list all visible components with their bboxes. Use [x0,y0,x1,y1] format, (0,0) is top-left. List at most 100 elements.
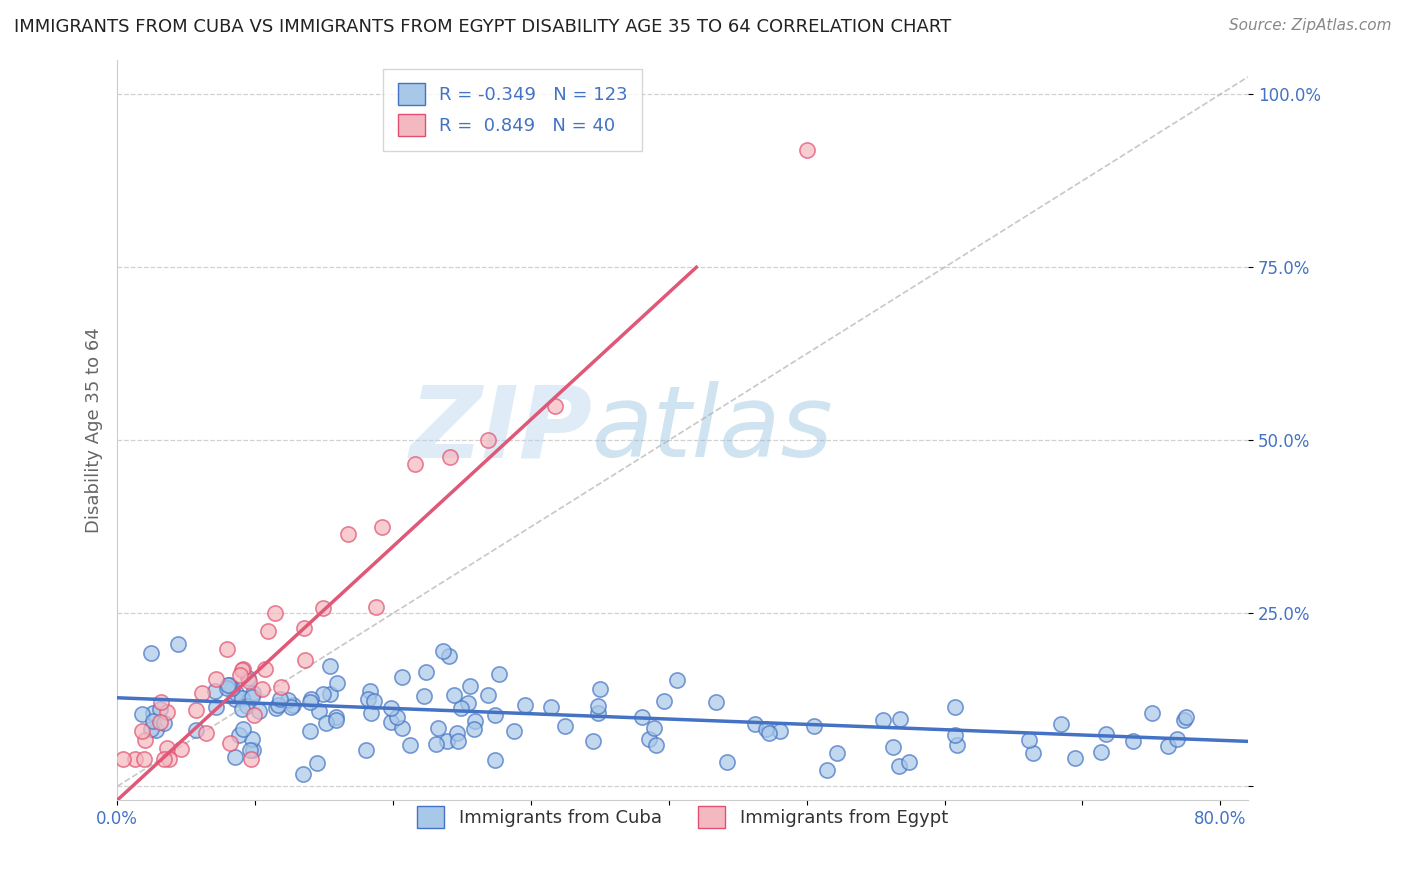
Point [156,705,179,719]
Point [432,644,454,658]
Point [238,673,260,688]
Point [236,671,259,685]
Point [264,701,287,715]
Point [280,699,302,714]
Point [315,716,337,731]
Point [240,752,263,766]
Point [215,681,238,695]
Point [242,686,264,700]
Point [252,681,274,696]
Text: atlas: atlas [592,382,834,478]
Point [170,742,193,756]
Point [450,701,472,715]
Point [484,752,506,766]
Point [219,736,242,750]
Point [145,723,167,737]
Point [312,601,335,615]
Point [366,599,388,614]
Point [716,755,738,769]
Point [229,667,252,681]
Text: Source: ZipAtlas.com: Source: ZipAtlas.com [1229,18,1392,33]
Point [225,685,247,699]
Point [152,752,174,766]
Point [267,698,290,712]
Point [513,698,536,712]
Point [1064,750,1087,764]
Point [586,698,609,713]
Point [477,434,499,448]
Point [356,692,378,706]
Point [148,702,170,716]
Point [305,756,328,770]
Point [645,738,668,752]
Point [337,527,360,541]
Point [236,699,259,714]
Point [631,709,654,723]
Point [887,758,910,772]
Point [744,717,766,731]
Point [1156,739,1178,753]
Point [325,675,347,690]
Point [149,694,172,708]
Point [652,694,675,708]
Point [231,663,253,677]
Point [437,648,460,663]
Text: ZIP: ZIP [409,382,592,478]
Point [1018,733,1040,747]
Point [157,752,180,766]
Point [387,709,409,723]
Point [191,686,214,700]
Point [943,728,966,742]
Point [249,704,271,718]
Point [413,690,436,704]
Point [224,749,246,764]
Point [231,691,253,706]
Point [360,706,382,720]
Point [399,738,422,752]
Point [134,732,156,747]
Point [205,672,228,686]
Point [554,718,576,732]
Point [1122,734,1144,748]
Legend: Immigrants from Cuba, Immigrants from Egypt: Immigrants from Cuba, Immigrants from Eg… [411,799,955,836]
Point [589,681,612,696]
Point [1049,717,1071,731]
Point [228,728,250,742]
Point [803,719,825,733]
Point [256,624,278,638]
Point [446,726,468,740]
Point [457,696,479,710]
Point [447,734,470,748]
Point [540,700,562,714]
Point [194,725,217,739]
Point [359,683,381,698]
Point [354,742,377,756]
Point [131,723,153,738]
Point [319,687,342,701]
Point [263,606,285,620]
Point [882,739,904,754]
Point [217,678,239,692]
Point [232,722,254,736]
Point [380,701,402,715]
Point [488,666,510,681]
Point [205,700,228,714]
Point [217,641,239,656]
Point [665,673,688,687]
Point [889,712,911,726]
Text: IMMIGRANTS FROM CUBA VS IMMIGRANTS FROM EGYPT DISABILITY AGE 35 TO 64 CORRELATIO: IMMIGRANTS FROM CUBA VS IMMIGRANTS FROM … [14,18,952,36]
Point [946,739,969,753]
Point [370,519,392,533]
Point [184,703,207,717]
Point [1173,714,1195,728]
Point [299,692,322,706]
Point [139,646,162,660]
Point [755,722,778,736]
Point [1175,710,1198,724]
Point [872,713,894,727]
Point [325,713,347,727]
Point [308,704,330,718]
Point [464,714,486,729]
Point [142,706,165,720]
Point [239,743,262,757]
